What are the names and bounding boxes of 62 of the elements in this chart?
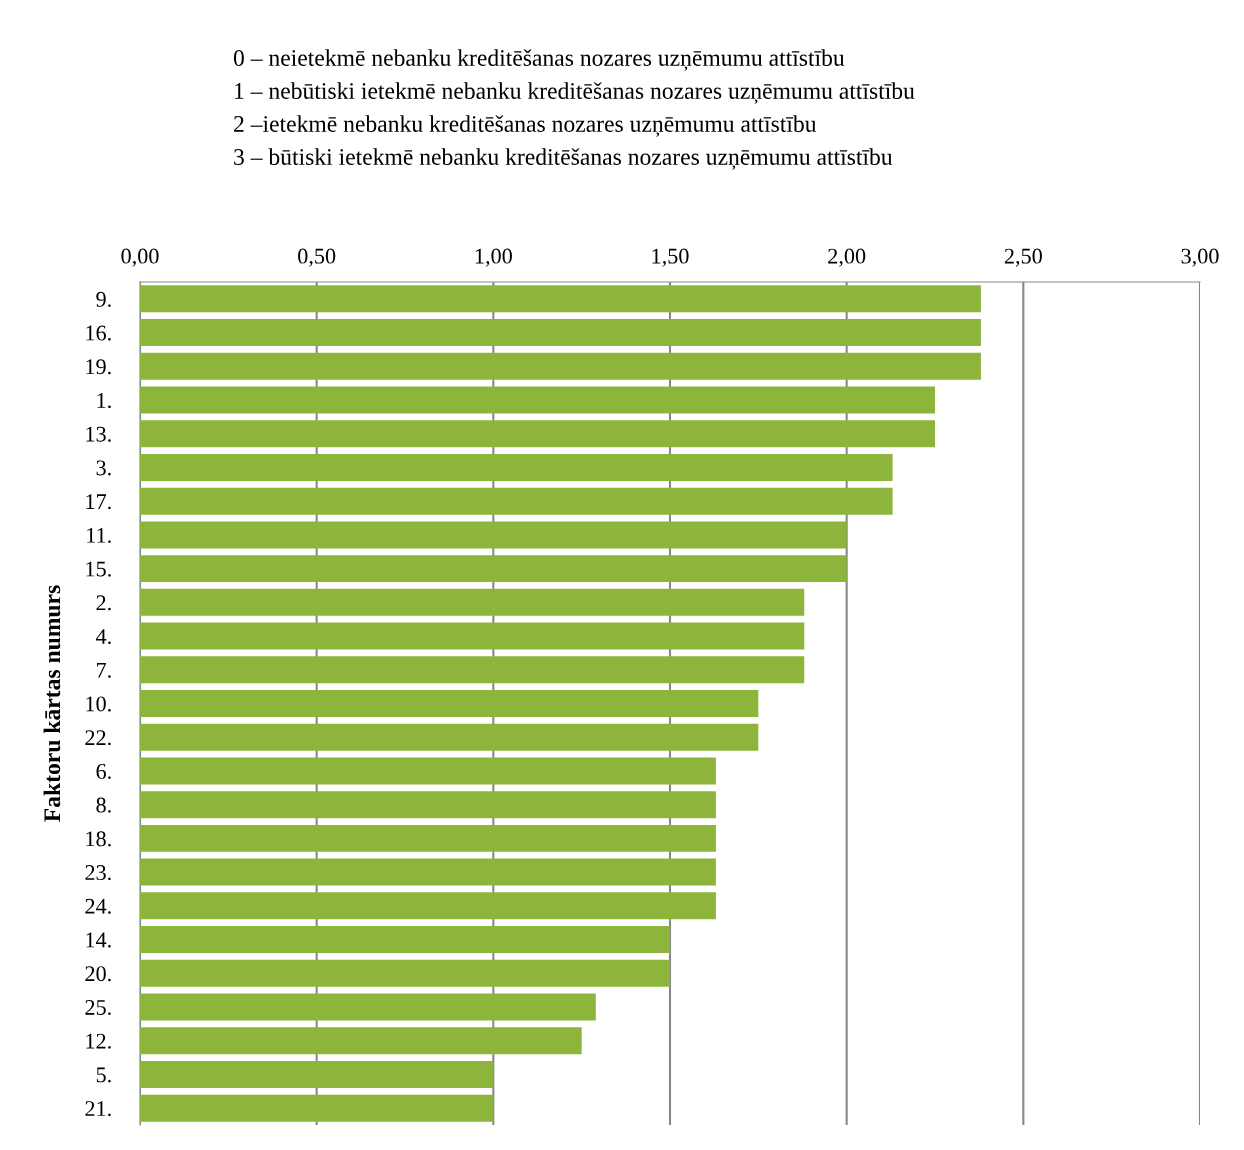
bar	[140, 555, 847, 583]
x-tick-label: 3,00	[1181, 248, 1219, 267]
x-tick-label: 0,50	[298, 248, 336, 267]
y-tick-label: 25.	[85, 999, 111, 1016]
bar	[140, 892, 716, 920]
y-tick-label: 13.	[86, 426, 111, 442]
bar	[140, 487, 893, 515]
bar	[140, 285, 981, 313]
y-tick-label: 23.	[85, 865, 111, 881]
x-tick-label: 0,00	[121, 248, 159, 267]
bar	[140, 352, 981, 380]
y-tick-label: 14.	[86, 932, 111, 948]
y-tick-label: 6.	[96, 763, 111, 779]
y-tick-label: 7.	[97, 662, 111, 678]
y-tick-label: 8.	[96, 797, 111, 813]
text: 1 – nebūtiski ietekmē nebanku kreditēšanas nozares uzņēmumu attīstību	[235, 82, 915, 104]
bar	[140, 791, 716, 819]
y-tick-label: 19.	[86, 359, 111, 375]
y-tick-label: 20.	[85, 966, 111, 982]
bar	[140, 453, 893, 481]
y-tick-label: 11.	[87, 527, 111, 543]
bar	[140, 858, 716, 886]
y-tick-label: 5.	[96, 1067, 111, 1083]
bar	[140, 420, 935, 448]
bar	[140, 1027, 582, 1055]
y-axis-title: Faktoru kārtas numurs	[43, 585, 61, 822]
bar	[140, 386, 935, 414]
text: 3 – būtiski ietekmē nebanku kreditēšanas nozares uzņēmumu attīstību	[234, 148, 893, 170]
bar	[140, 319, 981, 347]
y-tick-label: 17.	[86, 494, 111, 510]
x-tick-label: 2,50	[1004, 248, 1042, 267]
bar	[140, 588, 805, 616]
y-tick-label: 22.	[85, 730, 111, 746]
y-tick-label: 9.	[96, 291, 111, 307]
bar	[140, 757, 716, 785]
bar	[140, 926, 670, 954]
y-tick-label: 4.	[95, 629, 111, 645]
y-tick-label: 12.	[86, 1033, 111, 1049]
bar	[140, 824, 716, 852]
y-tick-label: 24.	[85, 898, 111, 914]
bar	[140, 622, 805, 650]
text: 0 – neietekmē nebanku kreditēšanas nozares uzņēmumu attīstību	[233, 49, 845, 71]
bar	[140, 993, 596, 1021]
y-tick-label: 1.	[97, 393, 111, 409]
bar	[140, 959, 670, 987]
y-tick-label: 15.	[86, 561, 111, 577]
bar	[140, 656, 805, 684]
y-tick-label: 2.	[96, 595, 111, 611]
y-tick-label: 3.	[96, 460, 111, 476]
y-tick-label: 10.	[86, 696, 111, 712]
y-tick-label: 16.	[86, 325, 111, 341]
text: 2 –ietekmē nebanku kreditēšanas nozares uzņēmumu attīstību	[234, 115, 817, 137]
y-tick-label: 21.	[85, 1101, 111, 1117]
bar	[140, 521, 847, 549]
x-tick-label: 1,50	[652, 248, 689, 267]
y-tick-label: 18.	[86, 831, 111, 847]
x-tick-label: 2,00	[828, 248, 866, 267]
x-tick-label: 1,00	[475, 248, 512, 267]
bar	[140, 723, 759, 751]
bar	[140, 1060, 494, 1088]
bar	[140, 690, 759, 717]
bar	[140, 1094, 494, 1122]
